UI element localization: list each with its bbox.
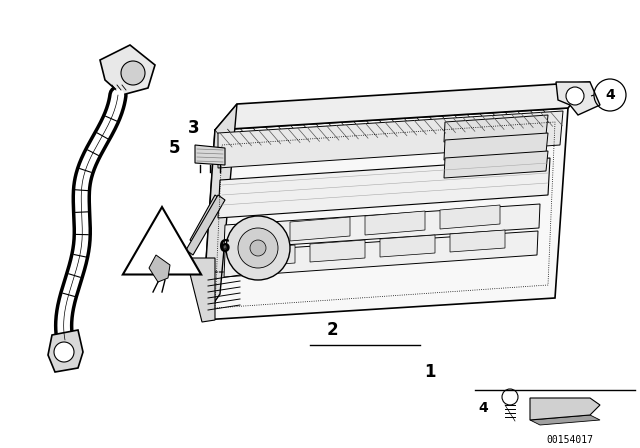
Polygon shape bbox=[195, 145, 225, 165]
Polygon shape bbox=[240, 245, 295, 267]
Polygon shape bbox=[218, 158, 550, 218]
Circle shape bbox=[54, 342, 74, 362]
Polygon shape bbox=[100, 45, 155, 95]
Text: 2: 2 bbox=[326, 321, 338, 339]
Circle shape bbox=[121, 61, 145, 85]
Polygon shape bbox=[310, 240, 365, 262]
Text: 4: 4 bbox=[478, 401, 488, 415]
Polygon shape bbox=[202, 108, 568, 320]
Text: 4: 4 bbox=[605, 88, 615, 102]
Text: 00154017: 00154017 bbox=[547, 435, 593, 445]
Circle shape bbox=[566, 87, 584, 105]
Polygon shape bbox=[290, 217, 350, 241]
Text: 1: 1 bbox=[424, 363, 436, 381]
Polygon shape bbox=[440, 205, 500, 229]
Polygon shape bbox=[149, 255, 170, 282]
Polygon shape bbox=[202, 104, 237, 320]
Text: 5: 5 bbox=[169, 139, 180, 157]
Polygon shape bbox=[224, 231, 538, 277]
Polygon shape bbox=[444, 151, 548, 178]
Text: 3: 3 bbox=[188, 119, 200, 137]
Polygon shape bbox=[530, 398, 600, 420]
Polygon shape bbox=[444, 133, 548, 160]
Polygon shape bbox=[365, 211, 425, 235]
Polygon shape bbox=[444, 115, 548, 142]
Polygon shape bbox=[218, 111, 563, 168]
Circle shape bbox=[238, 228, 278, 268]
Polygon shape bbox=[186, 258, 215, 322]
Polygon shape bbox=[186, 195, 225, 255]
Polygon shape bbox=[556, 82, 600, 115]
Circle shape bbox=[226, 216, 290, 280]
Polygon shape bbox=[450, 230, 505, 252]
Polygon shape bbox=[123, 207, 201, 275]
Polygon shape bbox=[530, 415, 600, 425]
Polygon shape bbox=[215, 82, 590, 130]
Polygon shape bbox=[48, 330, 83, 372]
Polygon shape bbox=[190, 195, 222, 245]
Circle shape bbox=[250, 240, 266, 256]
Polygon shape bbox=[224, 204, 540, 249]
Polygon shape bbox=[380, 235, 435, 257]
Text: 6: 6 bbox=[220, 238, 231, 256]
